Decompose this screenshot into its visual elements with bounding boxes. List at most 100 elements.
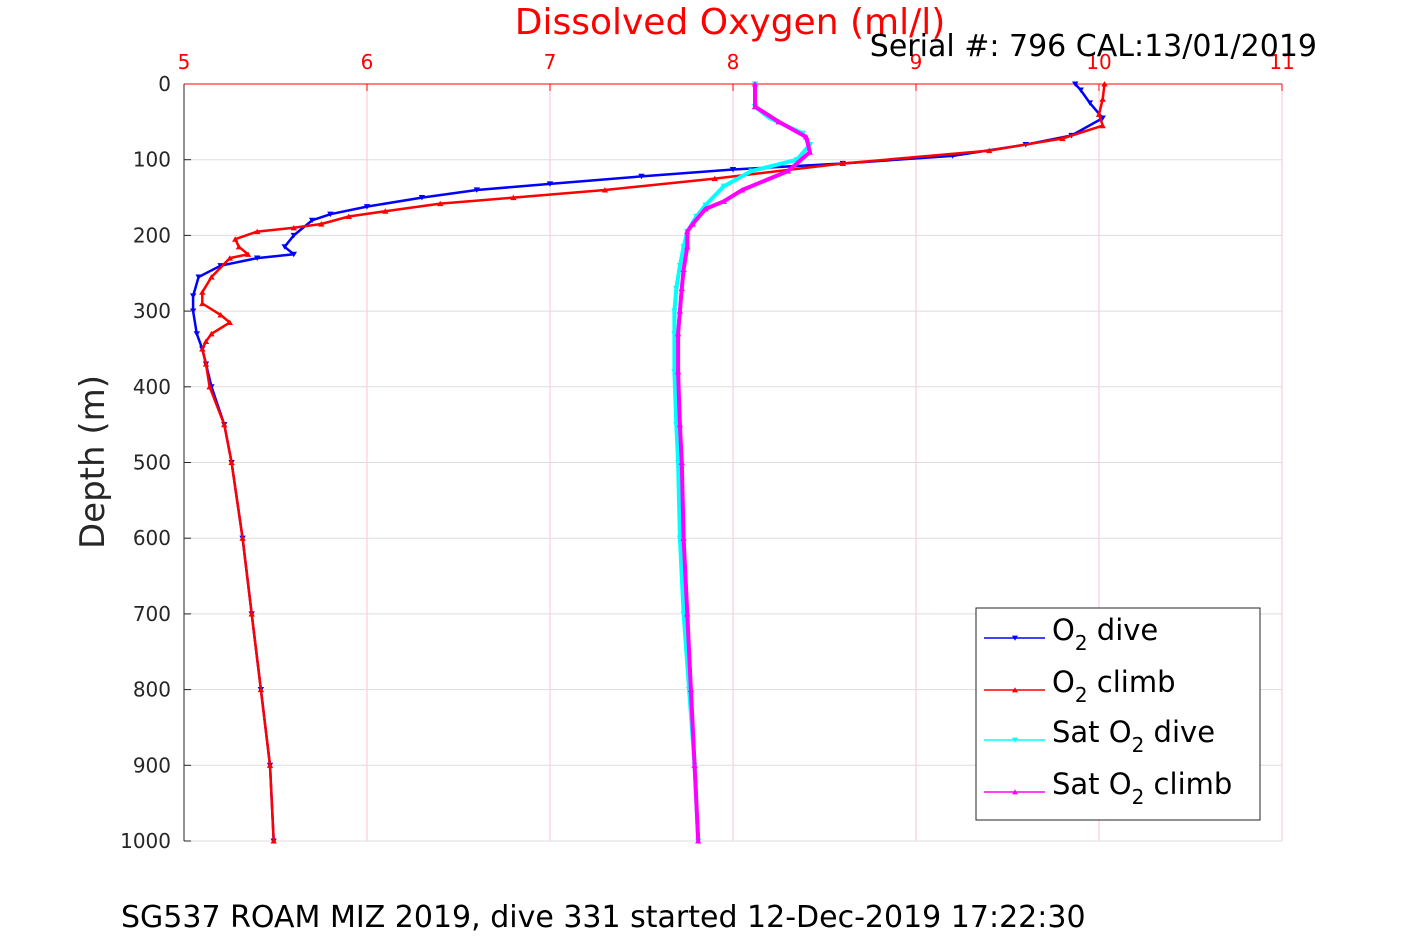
legend-text-subscript: 2 — [1132, 785, 1145, 809]
data-point — [1101, 81, 1108, 87]
data-point — [751, 81, 759, 87]
legend-text-main: O — [1052, 613, 1075, 647]
data-point — [638, 173, 645, 180]
data-point — [510, 194, 517, 201]
data-point — [676, 535, 684, 542]
x-tick-label: 7 — [544, 50, 557, 74]
x-tick-label: 9 — [910, 50, 923, 74]
y-tick-label: 500 — [133, 451, 171, 475]
data-point — [702, 206, 709, 212]
data-point — [738, 187, 746, 193]
data-point — [695, 838, 702, 844]
data-point — [674, 459, 682, 466]
y-axis-label: Depth (m) — [73, 375, 113, 549]
data-point — [281, 244, 288, 250]
legend-swatch-marker — [1012, 789, 1018, 795]
data-point — [775, 118, 782, 125]
data-point — [687, 686, 695, 693]
y-tick-label: 900 — [133, 753, 171, 777]
legend-entry: Sat O2 dive — [1052, 715, 1215, 757]
legend-text-main: Sat O — [1052, 767, 1132, 801]
y-tick-label: 100 — [133, 148, 171, 172]
data-point — [318, 221, 325, 227]
y-tick-labels: 0 100 200 300 400 500 600 700 800 900 1000 — [120, 72, 171, 853]
data-point — [1072, 81, 1079, 87]
x-tick-label: 10 — [1086, 50, 1111, 74]
data-point — [720, 183, 728, 190]
data-point — [189, 308, 197, 314]
legend-text-main: Sat O — [1052, 715, 1132, 749]
data-point — [684, 611, 691, 617]
data-point — [671, 308, 678, 314]
data-point — [793, 157, 801, 163]
data-point — [680, 266, 687, 273]
data-point — [676, 263, 684, 269]
data-point — [676, 308, 684, 314]
data-point — [208, 330, 215, 337]
data-point — [363, 204, 371, 210]
data-point — [748, 168, 755, 174]
y-tick-label: 700 — [133, 602, 171, 626]
legend-entry: O2 dive — [1052, 613, 1158, 655]
serial-label: Serial #: 796 CAL:13/01/2019 — [870, 29, 1317, 64]
series-line — [676, 84, 812, 842]
data-point — [711, 175, 718, 182]
data-point — [257, 686, 265, 693]
footer-caption: SG537 ROAM MIZ 2019, dive 331 started 12… — [121, 900, 1086, 935]
x-tick-label: 5 — [178, 50, 191, 74]
data-point — [221, 421, 228, 428]
legend-text-suffix: climb — [1088, 665, 1176, 699]
data-point — [1095, 111, 1103, 117]
data-point — [671, 331, 678, 337]
data-point — [244, 251, 252, 257]
data-point — [199, 289, 206, 295]
data-point — [673, 285, 680, 292]
data-point — [680, 244, 687, 250]
data-point — [671, 369, 678, 375]
x-tick-label: 8 — [727, 50, 740, 74]
legend-entry: Sat O2 climb — [1052, 767, 1232, 809]
data-point — [254, 255, 261, 261]
data-point — [684, 228, 691, 235]
data-point — [239, 535, 246, 541]
data-point — [208, 274, 215, 280]
data-point — [1099, 122, 1106, 129]
legend-swatch-marker — [1012, 635, 1018, 641]
data-point — [232, 236, 239, 242]
legend-entry: O2 climb — [1052, 665, 1176, 707]
legend-swatch-marker — [1012, 737, 1018, 743]
data-point — [684, 243, 691, 250]
data-point — [674, 330, 682, 337]
data-point — [691, 762, 698, 768]
data-point — [680, 611, 687, 617]
data-point — [193, 331, 201, 337]
axes — [183, 83, 1282, 841]
y-tick-label: 1000 — [120, 829, 171, 853]
legend-swatch-marker — [1012, 687, 1018, 693]
data-point — [290, 224, 297, 231]
data-point — [418, 194, 426, 201]
data-point — [1077, 87, 1084, 93]
data-point — [189, 293, 197, 299]
data-point — [206, 383, 213, 390]
data-point — [226, 255, 233, 261]
series-layer — [189, 81, 1108, 844]
series-2 — [199, 81, 1108, 844]
data-point — [202, 361, 210, 367]
data-point — [784, 168, 792, 174]
x-tick-label: 11 — [1269, 50, 1294, 74]
data-point — [345, 213, 352, 220]
y-tick-label: 200 — [133, 223, 171, 247]
data-point — [473, 187, 480, 193]
legend-text-suffix: dive — [1144, 715, 1215, 749]
data-point — [689, 221, 696, 227]
data-point — [195, 274, 202, 280]
data-point — [803, 134, 810, 140]
data-point — [202, 338, 210, 344]
legend-text-subscript: 2 — [1075, 631, 1088, 655]
x-tick-label: 6 — [361, 50, 374, 74]
legend-text-subscript: 2 — [1132, 733, 1145, 757]
data-point — [680, 535, 687, 541]
